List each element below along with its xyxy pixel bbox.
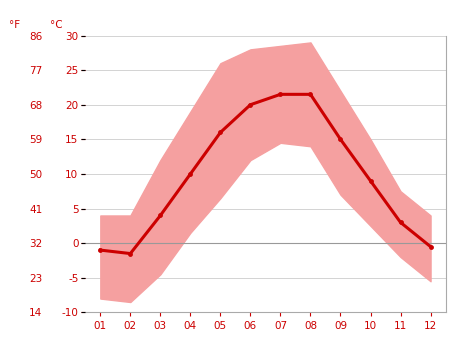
Text: °F: °F: [9, 20, 20, 29]
Text: °C: °C: [50, 20, 63, 29]
